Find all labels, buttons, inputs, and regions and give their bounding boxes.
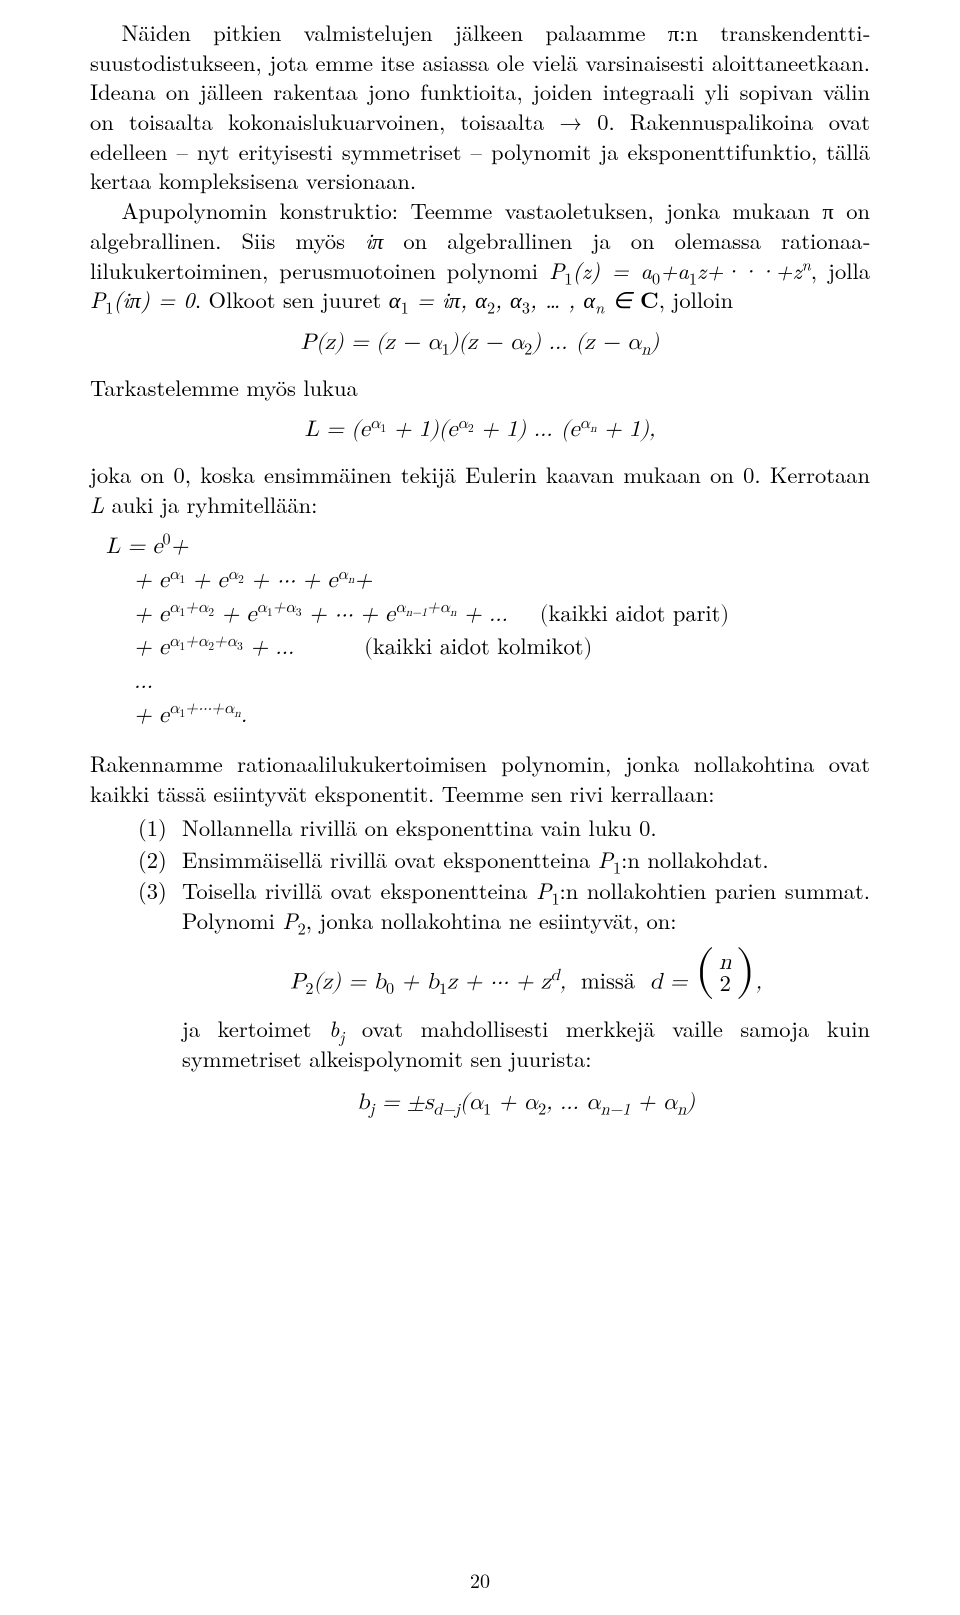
enum-item-3: (3) Toisella rivillä ovat eksponentteina… [138, 876, 870, 1135]
enum-body: Toisella rivillä ovat eksponentteina P1:… [182, 876, 870, 1135]
text-run: joka on 0, koska ensimmäinen tekijä Eule… [90, 458, 870, 520]
text-run: kaikki tässä esiintyvät eksponentit. Tee… [90, 777, 715, 809]
expansion-line-3: + eα1+α2 + eα1+α3 + ··· + eαn−1+αn + … [134, 601, 508, 631]
enum-item-2: (2) Ensimmäisellä rivillä ovat eksponent… [138, 845, 870, 875]
enum-body: Ensimmäisellä rivillä ovat eksponenttein… [182, 845, 870, 875]
display-expansion: L = e0+ + eα1 + eα2 + ··· + eαn+ + eα1+α… [134, 533, 870, 731]
page-number: 20 [0, 1567, 960, 1593]
enum-marker: (1) [138, 813, 182, 843]
paragraph-2: Apupolynomin konstruktio: Teemme vastaol… [90, 196, 870, 315]
expansion-line-2: + eα1 + eα2 + ··· + eαn+ [134, 567, 372, 597]
expansion-line-1: L = e0+ [106, 533, 188, 563]
math-inline-ipi: iπ [365, 224, 383, 256]
paragraph-3: Tarkastelemme myös lukua [90, 373, 870, 403]
expansion-line-6: + eα1+···+αn. [134, 702, 247, 732]
paragraph-1: Näiden pitkien valmistelujen jälkeen pal… [90, 18, 870, 196]
paragraph-4: joka on 0, koska ensimmäinen tekijä Eule… [90, 460, 870, 519]
expansion-line-5: … [134, 668, 154, 698]
enum-subtext: ja kertoimet bj ovat mahdollisesti merkk… [182, 1014, 870, 1073]
math-inline-p1ipi: P1(iπ) = 0 [90, 283, 195, 315]
display-bj: bj = ±sd−j(α1 + α2, … αn−1 + αn) [182, 1089, 870, 1119]
expansion-line-4: + eα1+α2+α3 + … [134, 634, 294, 664]
enum-item-1: (1) Nollannella rivillä on eksponenttina… [138, 813, 870, 843]
math-inline-p1z: P1(z) = a0+a1z+···+zn [549, 254, 811, 286]
enumerated-list: (1) Nollannella rivillä on eksponenttina… [138, 813, 870, 1135]
text-run: . Olkoot sen juuret [195, 283, 389, 315]
enum-marker: (3) [138, 876, 182, 1135]
binomial-n-2: ( n2 ) [695, 952, 756, 997]
display-l: L = (eα1 + 1)(eα2 + 1) … (eαn + 1), [90, 416, 870, 446]
math-inline-roots: α1 = iπ, α2, α3, … , αn ∈ C [389, 283, 659, 315]
text-run: , jolloin [659, 283, 733, 315]
enum-marker: (2) [138, 845, 182, 875]
annotation-triples: (kaikki aidot kolmikot) [364, 634, 592, 664]
display-pz: P(z) = (z − α1)(z − α2) … (z − αn) [90, 329, 870, 359]
document-page: Näiden pitkien valmistelujen jälkeen pal… [0, 0, 960, 1615]
annotation-pairs: (kaikki aidot parit) [540, 601, 729, 631]
text-run: , jolla [811, 254, 870, 286]
paragraph-5: Rakennamme rationaalilukukertoimisen pol… [90, 749, 870, 808]
enum-body: Nollannella rivillä on eksponenttina vai… [182, 813, 870, 843]
display-p2: P2(z) = b0 + b1z + ··· + zd, missä d = (… [182, 952, 870, 998]
text-run: Rakennamme rationaalilukukertoimisen pol… [90, 747, 870, 779]
